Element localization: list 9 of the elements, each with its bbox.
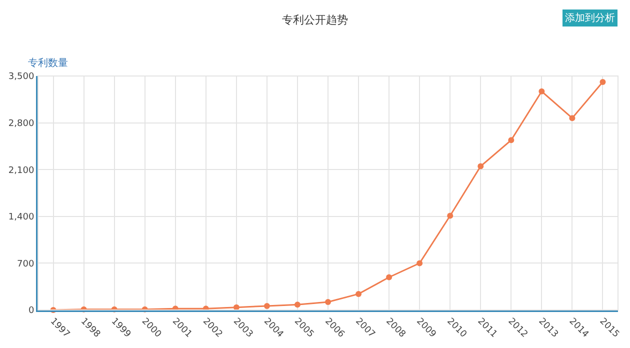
y-tick-label: 700 (17, 259, 34, 270)
y-tick-label: 0 (28, 306, 34, 316)
chart-title: 专利公开趋势 (282, 13, 348, 26)
y-axis-title: 专利数量 (28, 57, 68, 69)
y-tick-label: 1,400 (8, 212, 34, 223)
y-tick-label: 3,500 (8, 72, 34, 82)
y-tick-label: 2,800 (8, 118, 34, 129)
text: 添加到分析 (565, 12, 615, 24)
y-tick-label: 2,100 (8, 166, 34, 176)
